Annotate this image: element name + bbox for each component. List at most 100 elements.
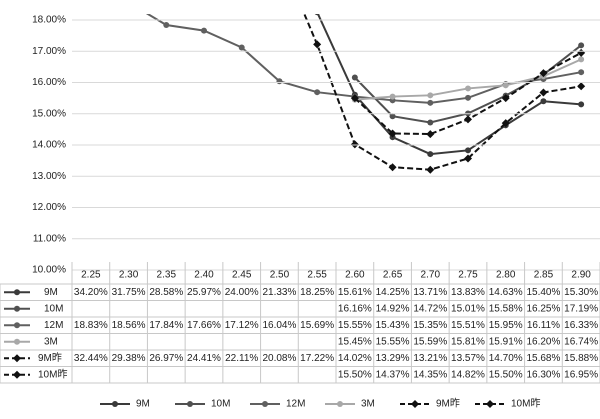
data-label: 15.50% <box>489 369 523 380</box>
marker <box>539 69 548 78</box>
data-label: 14.70% <box>489 353 523 364</box>
marker <box>126 0 132 6</box>
x-tick-label: 2.85 <box>534 270 554 281</box>
x-tick-label: 2.50 <box>270 270 290 281</box>
marker <box>313 40 322 49</box>
legend-label: 12M <box>286 399 305 410</box>
data-label: 18.25% <box>300 287 334 298</box>
data-label: 14.02% <box>338 353 372 364</box>
marker <box>578 56 585 63</box>
marker <box>388 163 397 172</box>
data-label: 15.95% <box>489 320 523 331</box>
data-label: 26.97% <box>149 353 183 364</box>
marker <box>187 401 193 407</box>
marker <box>389 113 396 120</box>
marker <box>314 89 321 96</box>
data-label: 21.33% <box>262 287 296 298</box>
data-label: 17.66% <box>187 320 221 331</box>
data-label: 15.68% <box>526 353 560 364</box>
x-tick-label: 2.70 <box>421 270 441 281</box>
marker <box>465 147 471 154</box>
data-label: 15.55% <box>338 320 372 331</box>
data-label: 14.63% <box>489 287 523 298</box>
marker <box>14 322 20 329</box>
marker <box>337 401 343 407</box>
x-tick-label: 2.60 <box>345 270 365 281</box>
x-tick-label: 2.75 <box>458 270 478 281</box>
data-label: 29.38% <box>112 353 146 364</box>
marker <box>427 92 434 99</box>
x-tick-label: 2.40 <box>194 270 214 281</box>
marker <box>539 88 548 97</box>
data-label: 15.88% <box>564 353 598 364</box>
legend-label: 10M昨 <box>511 398 540 410</box>
marker <box>389 93 396 100</box>
table-row-label: 9M <box>44 287 58 298</box>
marker <box>578 101 585 108</box>
marker <box>411 400 419 408</box>
marker <box>577 48 586 57</box>
marker <box>276 78 283 85</box>
data-label: 15.58% <box>489 303 523 314</box>
marker <box>112 401 118 407</box>
data-label: 25.97% <box>187 287 221 298</box>
x-tick-label: 2.30 <box>119 270 139 281</box>
plot-area <box>126 0 586 174</box>
data-label: 24.00% <box>225 287 259 298</box>
series-line <box>316 14 582 156</box>
data-label: 15.35% <box>413 320 447 331</box>
marker <box>465 94 471 101</box>
data-label: 16.16% <box>338 303 372 314</box>
marker <box>201 27 207 34</box>
data-label: 16.95% <box>564 369 598 380</box>
marker <box>163 22 170 28</box>
legend-label: 9M <box>136 399 150 410</box>
marker <box>238 44 245 51</box>
data-label: 16.04% <box>262 320 296 331</box>
marker <box>427 119 434 126</box>
y-tick-label: 13.00% <box>32 171 66 182</box>
table-row-label: 3M <box>44 336 58 347</box>
x-tick-label: 2.45 <box>232 270 252 281</box>
data-label: 13.57% <box>451 353 485 364</box>
data-label: 13.71% <box>413 287 447 298</box>
y-tick-label: 10.00% <box>32 265 66 276</box>
x-tick-label: 2.55 <box>307 270 327 281</box>
data-label: 16.20% <box>526 336 560 347</box>
data-label: 15.59% <box>413 336 447 347</box>
data-label: 14.37% <box>376 369 410 380</box>
data-label: 32.44% <box>74 353 108 364</box>
marker <box>14 289 20 296</box>
marker <box>13 370 21 379</box>
data-label: 15.30% <box>564 287 598 298</box>
data-label: 15.43% <box>376 320 410 331</box>
series-line <box>303 14 582 171</box>
table-row-label: 10M昨 <box>38 368 67 380</box>
data-label: 17.19% <box>564 303 598 314</box>
data-label: 15.40% <box>526 287 560 298</box>
data-label: 18.56% <box>112 320 146 331</box>
data-label: 24.41% <box>187 353 221 364</box>
data-label: 28.58% <box>149 287 183 298</box>
marker <box>14 338 20 345</box>
data-label: 15.01% <box>451 303 485 314</box>
data-label: 15.61% <box>338 287 372 298</box>
data-label: 15.69% <box>300 320 334 331</box>
data-label: 22.11% <box>225 353 258 364</box>
legend-label: 9M昨 <box>436 398 460 410</box>
data-label: 31.75% <box>112 287 146 298</box>
x-tick-label: 2.90 <box>571 270 591 281</box>
data-label: 13.21% <box>413 353 447 364</box>
marker <box>350 140 359 149</box>
data-label: 16.74% <box>564 336 598 347</box>
marker <box>464 154 472 163</box>
marker <box>14 305 20 312</box>
marker <box>388 129 397 138</box>
y-tick-label: 11.00% <box>33 233 66 244</box>
data-label: 18.83% <box>74 320 108 331</box>
x-tick-label: 2.35 <box>157 270 177 281</box>
marker <box>540 98 547 105</box>
marker <box>577 82 586 91</box>
data-label: 16.11% <box>527 320 560 331</box>
